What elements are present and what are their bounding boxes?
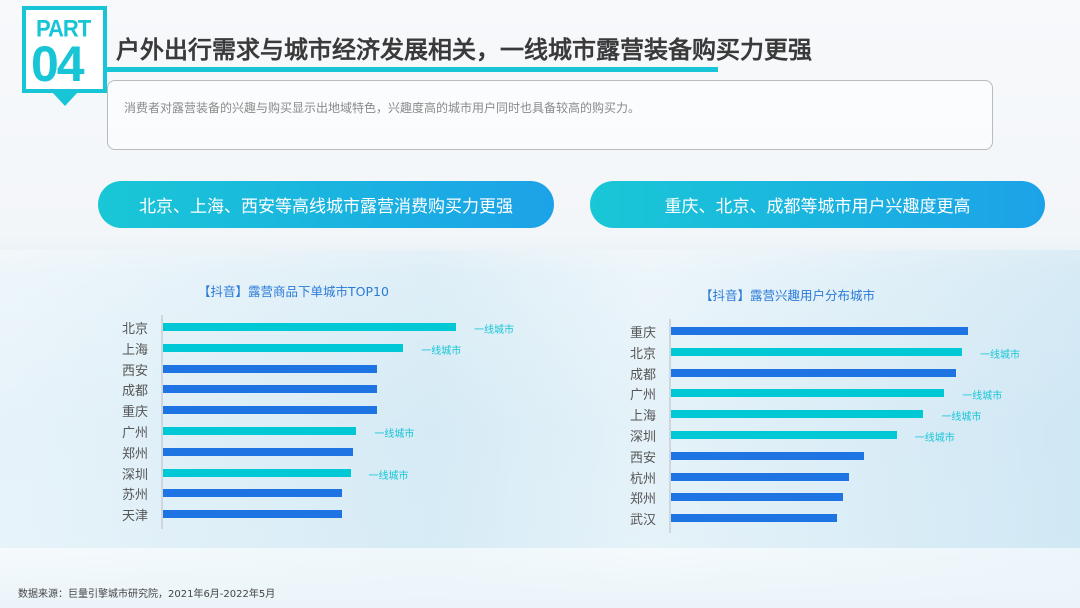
bar — [163, 323, 456, 331]
bar — [163, 364, 377, 373]
bar — [163, 447, 354, 456]
tier1-annotation: 一线城市 — [368, 470, 409, 482]
bar — [163, 385, 377, 394]
tier1-annotation: 一线城市 — [941, 412, 982, 424]
tier1-annotation: 一线城市 — [474, 325, 514, 336]
bar — [671, 514, 838, 523]
bar — [671, 327, 968, 335]
tier1-annotation: 一线城市 — [421, 345, 462, 357]
bar — [671, 472, 850, 481]
category-label: 郑州 — [122, 446, 149, 462]
category-label: 成都 — [122, 384, 149, 400]
category-label: 上海 — [630, 409, 657, 425]
bar — [671, 347, 963, 356]
right-pill: 重庆、北京、成都等城市用户兴趣度更高 — [590, 181, 1045, 228]
bar — [163, 427, 357, 435]
category-label: 重庆 — [122, 405, 149, 421]
badge-pointer — [52, 92, 78, 106]
category-label: 广州 — [630, 388, 657, 404]
part-badge: PART 04 — [22, 6, 107, 93]
bar — [163, 489, 342, 498]
chart-title: 【抖音】露营商品下单城市TOP10 — [198, 284, 389, 299]
category-label: 成都 — [630, 367, 657, 383]
bar — [163, 406, 377, 415]
category-label: 北京 — [630, 346, 657, 362]
y-axis — [161, 315, 163, 529]
description-text: 消费者对露营装备的兴趣与购买显示出地域特色，兴趣度高的城市用户同时也具备较高的购… — [124, 101, 641, 115]
y-axis — [669, 319, 671, 533]
title-underline — [106, 67, 718, 72]
bar — [671, 389, 945, 398]
category-label: 武汉 — [630, 513, 657, 529]
bar — [671, 431, 897, 439]
category-label: 郑州 — [630, 492, 657, 508]
bar — [671, 410, 924, 419]
tier1-annotation: 一线城市 — [962, 391, 1003, 403]
category-label: 深圳 — [630, 430, 657, 445]
page-title: 户外出行需求与城市经济发展相关，一线城市露营装备购买力更强 — [116, 36, 812, 64]
tier1-annotation: 一线城市 — [914, 433, 955, 444]
part-number: 04 — [31, 36, 85, 92]
category-label: 重庆 — [630, 326, 657, 341]
category-label: 杭州 — [630, 471, 657, 487]
left-pill: 北京、上海、西安等高线城市露营消费购买力更强 — [98, 181, 554, 228]
category-label: 天津 — [122, 509, 149, 525]
tier1-annotation: 一线城市 — [374, 429, 415, 440]
bar — [671, 368, 957, 377]
category-label: 上海 — [122, 342, 149, 358]
category-label: 西安 — [122, 363, 149, 379]
category-label: 北京 — [122, 322, 149, 337]
category-label: 广州 — [122, 426, 149, 441]
background-band — [0, 548, 1080, 608]
bar — [671, 493, 844, 502]
category-label: 苏州 — [122, 488, 149, 504]
part-label: PART — [36, 14, 91, 43]
data-source: 数据来源：巨量引擎城市研究院，2021年6月-2022年5月 — [18, 589, 276, 600]
bar — [163, 343, 404, 352]
bar — [671, 451, 865, 460]
description-box: 消费者对露营装备的兴趣与购买显示出地域特色，兴趣度高的城市用户同时也具备较高的购… — [107, 80, 993, 150]
category-label: 西安 — [630, 450, 657, 466]
category-label: 深圳 — [122, 467, 149, 483]
chart-title: 【抖音】露营兴趣用户分布城市 — [700, 288, 876, 303]
bar — [163, 510, 342, 519]
bar — [163, 468, 351, 477]
tier1-annotation: 一线城市 — [980, 349, 1021, 361]
